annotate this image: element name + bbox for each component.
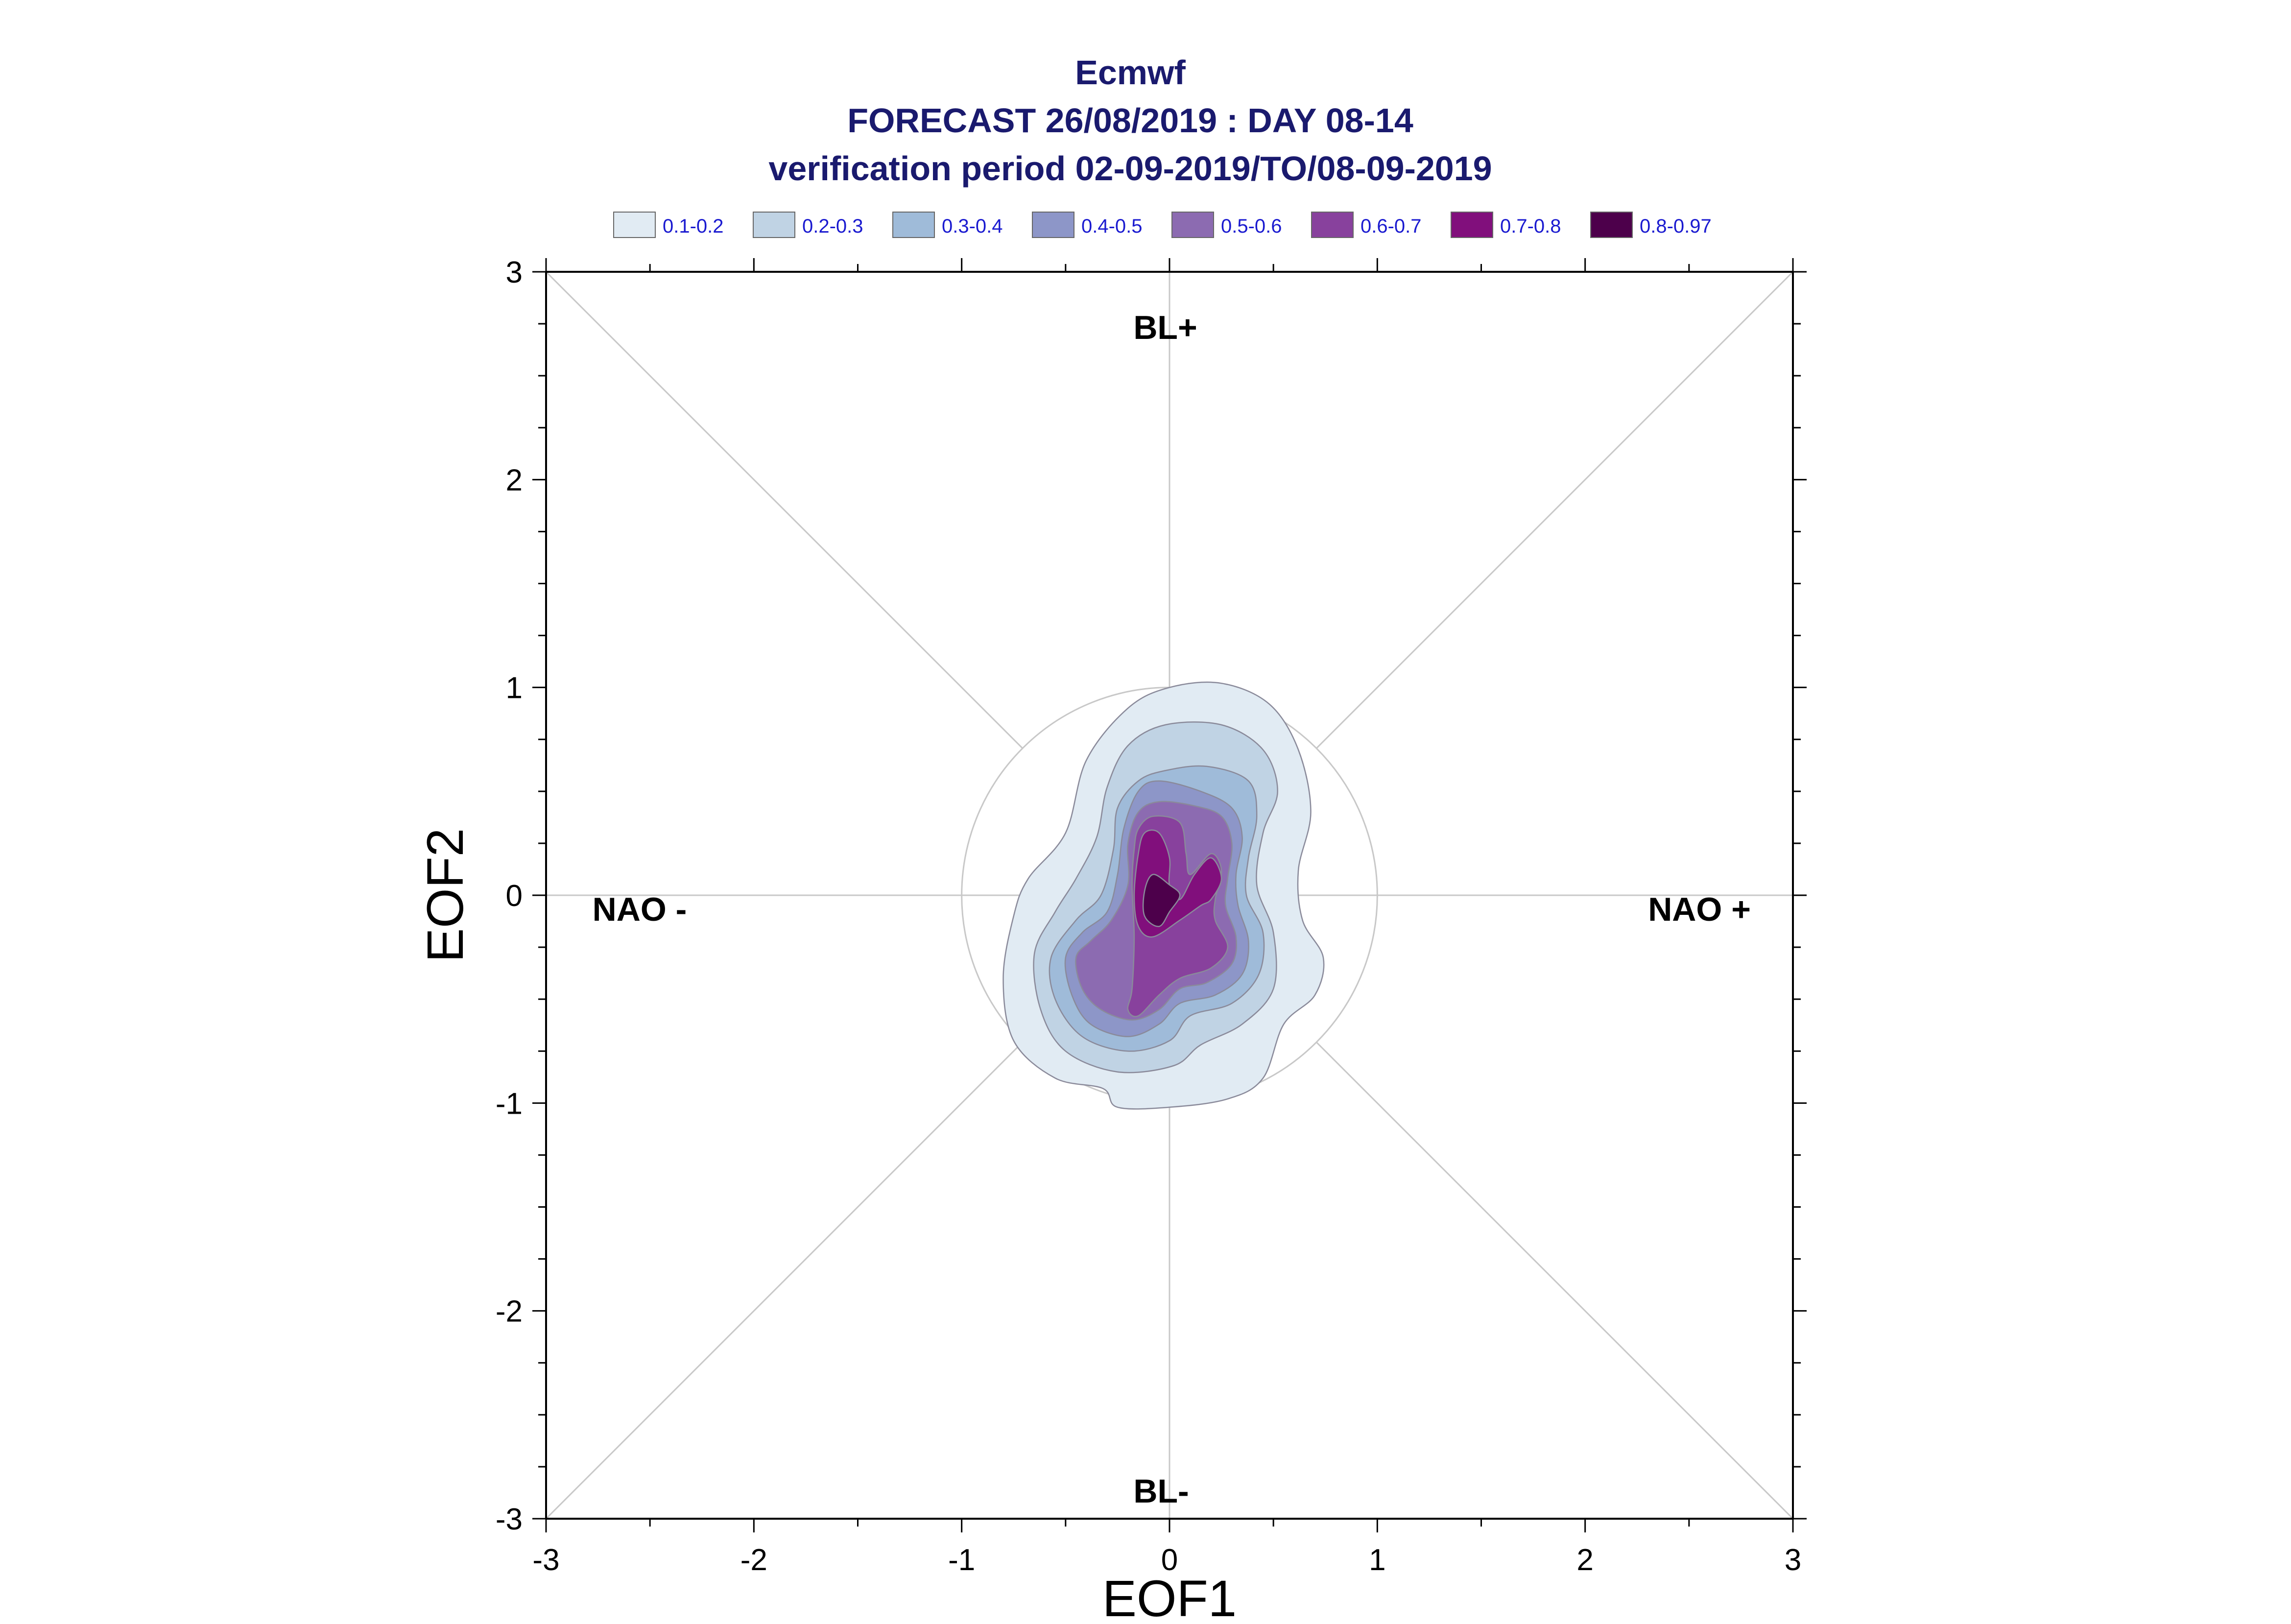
legend-label: 0.2-0.3 [802, 215, 863, 237]
legend-label: 0.7-0.8 [1500, 215, 1561, 237]
x-tick-label: 0 [1161, 1543, 1178, 1577]
legend-label: 0.4-0.5 [1081, 215, 1143, 237]
y-tick-label: 0 [506, 879, 523, 913]
x-tick-label: -1 [948, 1543, 975, 1577]
regime-label: BL- [1133, 1473, 1189, 1510]
legend-label: 0.1-0.2 [663, 215, 724, 237]
legend-swatch [892, 212, 935, 238]
y-tick-label: 1 [506, 671, 523, 705]
legend-label: 0.5-0.6 [1221, 215, 1282, 237]
x-axis-label: EOF1 [1102, 1570, 1237, 1622]
legend-label: 0.3-0.4 [942, 215, 1003, 237]
title-line-1: Ecmwf [1075, 53, 1186, 92]
x-tick-label: -2 [740, 1543, 767, 1577]
legend-swatch [753, 212, 795, 238]
legend-swatch [1590, 212, 1633, 238]
legend-swatch [613, 212, 656, 238]
plot-area: -3 -2 -1 0 1 2 3 -3 -2 -1 0 1 2 3 BL+ BL- NAO - NAO + [496, 256, 1807, 1577]
y-tick-label: -3 [496, 1503, 523, 1536]
legend-swatch [1032, 212, 1074, 238]
x-tick-label: 3 [1785, 1543, 1801, 1577]
title-line-3: verification period 02-09-2019/TO/08-09-… [768, 149, 1492, 188]
y-axis-label: EOF2 [417, 828, 474, 962]
legend-label: 0.6-0.7 [1360, 215, 1422, 237]
legend-swatch [1311, 212, 1354, 238]
legend-swatch [1171, 212, 1214, 238]
y-tick-label: 3 [506, 256, 523, 289]
chart-title: Ecmwf FORECAST 26/08/2019 : DAY 08-14 ve… [768, 53, 1492, 188]
regime-labels: BL+ BL- NAO - NAO + [593, 309, 1751, 1510]
legend-label: 0.8-0.97 [1640, 215, 1712, 237]
x-tick-label: 1 [1369, 1543, 1385, 1577]
legend-swatch [1451, 212, 1493, 238]
density-contours [1002, 681, 1325, 1110]
contour-0.8-0.97 [1142, 874, 1181, 927]
axes: -3 -2 -1 0 1 2 3 -3 -2 -1 0 1 2 3 [496, 256, 1807, 1577]
y-tick-label: -1 [496, 1087, 523, 1121]
legend: 0.1-0.2 0.2-0.3 0.3-0.4 0.4-0.5 0.5-0.6 0.6-0… [613, 212, 1712, 238]
diagonal-line [1315, 1041, 1794, 1520]
y-tick-label: 2 [506, 463, 523, 497]
x-tick-label: -3 [532, 1543, 559, 1577]
diagonal-line [545, 1041, 1024, 1520]
regime-label: NAO + [1648, 891, 1751, 928]
regime-label: BL+ [1133, 309, 1197, 346]
diagonal-line [1315, 271, 1794, 749]
regime-label: NAO - [593, 891, 687, 928]
y-tick-label: -2 [496, 1295, 523, 1329]
x-tick-label: 2 [1576, 1543, 1593, 1577]
title-line-2: FORECAST 26/08/2019 : DAY 08-14 [847, 101, 1413, 140]
diagonal-line [545, 271, 1024, 749]
